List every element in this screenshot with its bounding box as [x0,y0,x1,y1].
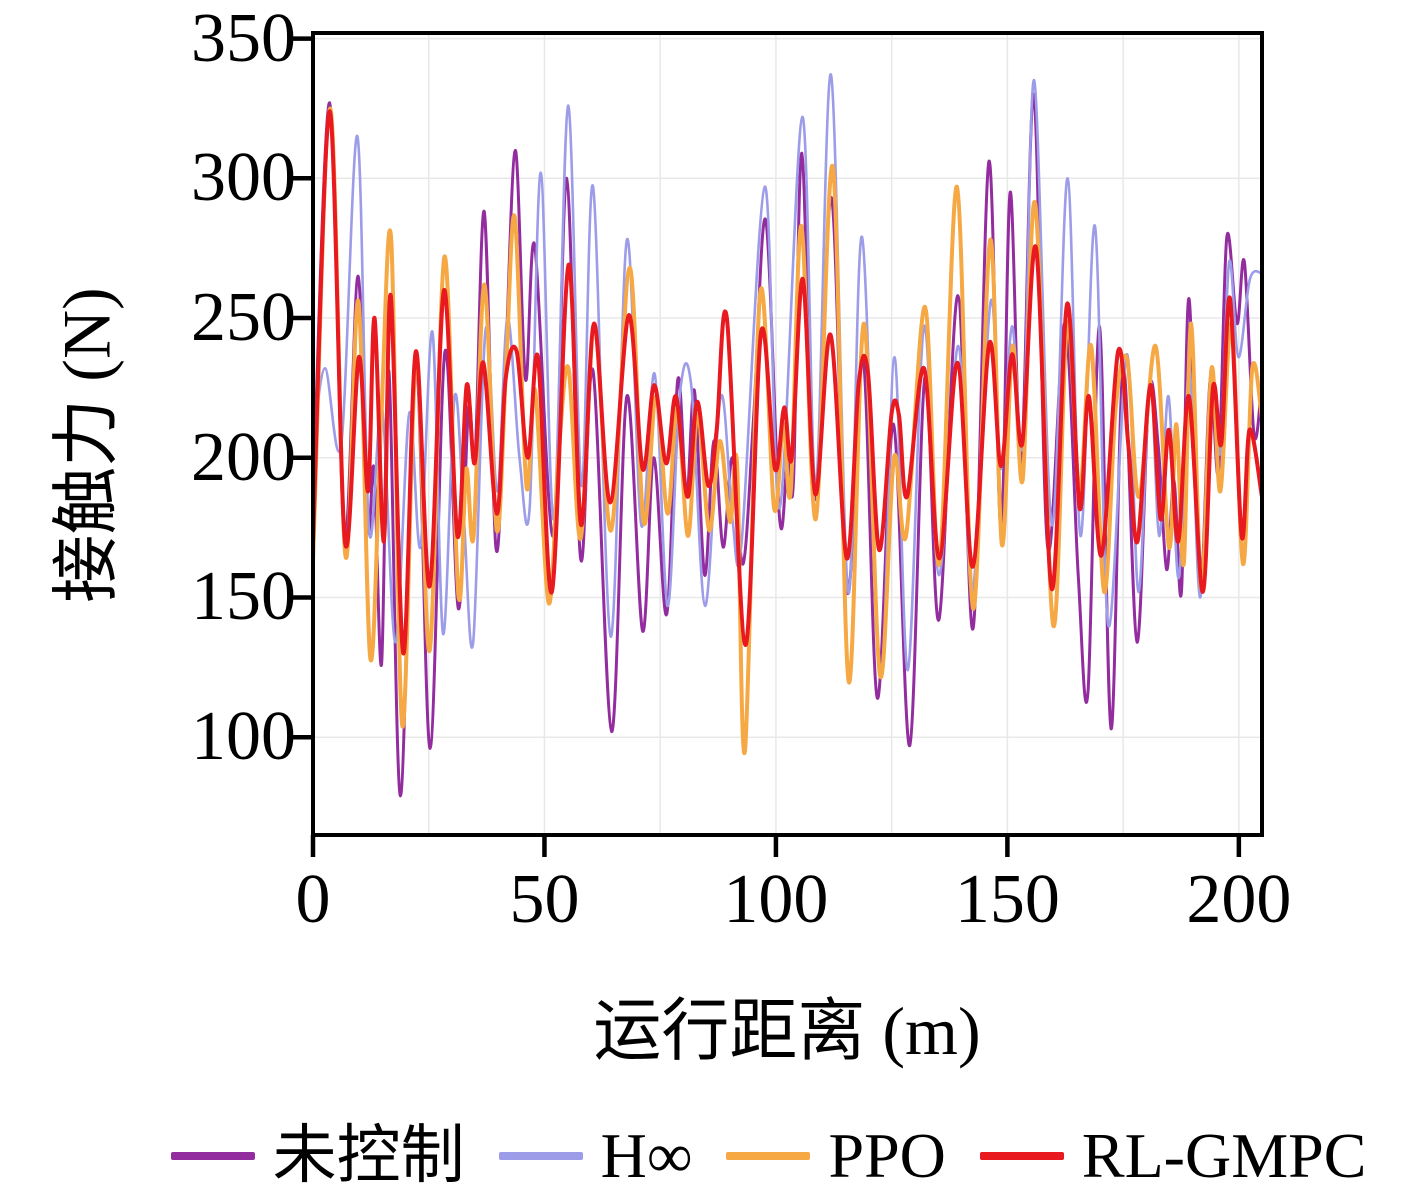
x-tick-label: 150 [954,861,1060,938]
legend-item-rlgmpc: RL-GMPC [979,1118,1367,1194]
y-tick-label: 300 [191,139,296,217]
legend-item-ppo: PPO [726,1118,946,1194]
y-tick-label: 150 [191,558,296,636]
legend-swatch-rlgmpc [979,1152,1064,1160]
legend-label-ppo: PPO [828,1120,946,1191]
y-tick-label: 350 [191,0,296,77]
y-tick-label: 100 [191,698,296,776]
x-tick-label: 0 [295,861,331,938]
x-tick-label: 100 [723,861,829,938]
series-line-ppo [313,106,1262,756]
plot-border [311,31,1264,837]
legend-label-uncontrolled: 未控制 [272,1120,465,1191]
series-line-hinf [313,73,1262,675]
series-line-uncontrolled [313,92,1262,798]
legend-swatch-uncontrolled [170,1152,255,1160]
legend: 未控制 H∞ PPO RL-GMPC [60,1118,1417,1194]
series-line-rlgmpc [313,109,1262,656]
legend-swatch-hinf [498,1152,583,1160]
y-tick-label: 250 [191,279,296,357]
legend-item-hinf: H∞ [498,1118,693,1194]
legend-swatch-ppo [726,1152,811,1160]
legend-label-hinf: H∞ [600,1120,693,1191]
x-tick-label: 50 [509,861,580,938]
x-axis-title: 运行距离 (m) [593,993,981,1069]
legend-label-rlgmpc: RL-GMPC [1081,1120,1367,1191]
x-tick-label: 200 [1186,861,1292,938]
y-tick-label: 200 [191,418,296,496]
legend-item-uncontrolled: 未控制 [170,1118,465,1194]
y-axis-title: 接触力 (N) [48,287,125,603]
